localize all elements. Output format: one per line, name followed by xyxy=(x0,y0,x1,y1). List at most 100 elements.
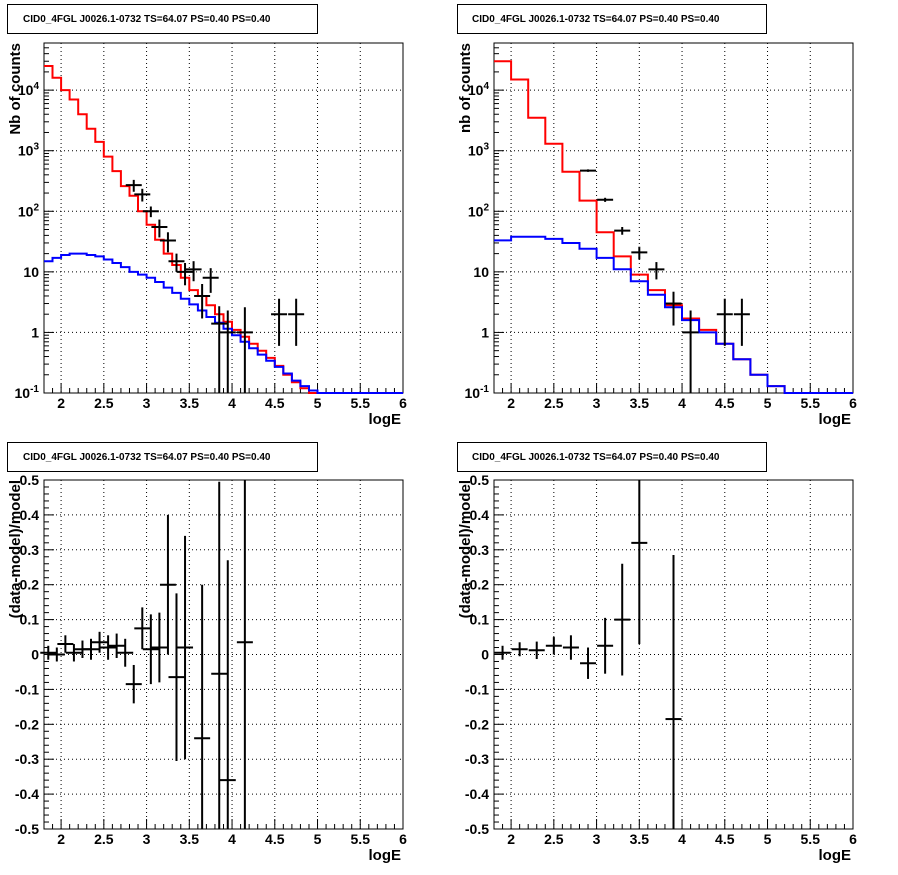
x-tick-label: 5.5 xyxy=(351,831,371,847)
chart-title: CID0_4FGL J0026.1-0732 TS=64.07 PS=0.40 … xyxy=(472,452,720,463)
y-tick-label: -0.3 xyxy=(15,751,39,767)
data-point xyxy=(733,298,750,346)
chart-title: CID0_4FGL J0026.1-0732 TS=64.07 PS=0.40 … xyxy=(23,14,271,25)
y-tick-label: -0.5 xyxy=(465,821,489,837)
data-point xyxy=(597,617,614,674)
data-point xyxy=(57,635,74,653)
y-tick-label: 0.5 xyxy=(470,472,490,488)
x-tick-label: 4.5 xyxy=(715,831,735,847)
x-tick-label: 2.5 xyxy=(94,395,114,411)
y-tick-label: -0.2 xyxy=(465,716,489,732)
y-tick-label: -0.1 xyxy=(465,681,489,697)
data-point xyxy=(665,555,682,829)
data-point xyxy=(142,614,159,685)
data-point xyxy=(91,631,108,653)
x-tick-label: 6 xyxy=(399,395,407,411)
chart-title: CID0_4FGL J0026.1-0732 TS=64.07 PS=0.40 … xyxy=(472,14,720,25)
title-box xyxy=(7,4,318,34)
x-tick-label: 2.5 xyxy=(544,395,564,411)
data-point xyxy=(219,560,236,829)
x-tick-label: 3 xyxy=(143,831,151,847)
data-point xyxy=(125,179,142,192)
x-tick-label: 3 xyxy=(593,831,601,847)
x-tick-label: 3.5 xyxy=(630,831,650,847)
data-point xyxy=(682,310,699,393)
data-point xyxy=(108,633,125,658)
data-point xyxy=(142,206,159,218)
data-point xyxy=(545,637,562,655)
data-point xyxy=(562,635,579,660)
data-point xyxy=(716,298,733,346)
data-point xyxy=(236,307,253,393)
total-model-histogram xyxy=(44,65,403,394)
y-tick-label: 104 xyxy=(18,81,40,98)
data-point xyxy=(631,480,648,645)
plot-frame xyxy=(43,42,404,394)
y-tick-label: 0.2 xyxy=(470,577,490,593)
data-point xyxy=(194,284,211,319)
data-point xyxy=(236,480,253,829)
total-model-histogram xyxy=(494,60,853,394)
y-tick-label: 102 xyxy=(18,202,40,219)
x-tick-label: 4 xyxy=(678,831,686,847)
data-point xyxy=(211,306,228,393)
title-box xyxy=(7,442,318,472)
x-tick-label: 2 xyxy=(57,395,65,411)
x-tick-label: 6 xyxy=(849,395,857,411)
x-tick-label: 2.5 xyxy=(94,831,114,847)
title-box xyxy=(457,4,767,34)
data-point xyxy=(151,612,168,683)
y-axis-label: Nb of counts xyxy=(7,43,24,135)
y-tick-label: 0.1 xyxy=(20,612,40,628)
x-tick-label: 5 xyxy=(764,831,772,847)
y-tick-label: 102 xyxy=(468,202,490,219)
x-tick-label: 2 xyxy=(507,395,515,411)
x-tick-label: 5 xyxy=(314,831,322,847)
chart-panel-3: CID0_4FGL J0026.1-0732 TS=64.07 PS=0.40 … xyxy=(7,442,407,864)
x-tick-label: 4 xyxy=(228,395,236,411)
x-tick-label: 4.5 xyxy=(265,831,285,847)
data-point xyxy=(177,263,194,286)
x-tick-label: 6 xyxy=(399,831,407,847)
source-model-histogram xyxy=(44,252,403,394)
y-tick-label: 0 xyxy=(31,647,39,663)
data-point xyxy=(151,219,168,238)
x-axis-label: logE xyxy=(819,411,852,428)
data-point xyxy=(219,310,236,393)
data-point xyxy=(65,644,82,662)
data-point xyxy=(202,268,219,293)
plot-frame xyxy=(493,42,854,394)
y-axis-label: (data-model)/model xyxy=(457,480,474,618)
data-point xyxy=(194,584,211,829)
chart-panel-2: CID0_4FGL J0026.1-0732 TS=64.07 PS=0.40 … xyxy=(457,4,857,428)
y-tick-label: 104 xyxy=(468,81,490,98)
x-tick-label: 4 xyxy=(228,831,236,847)
data-point xyxy=(528,641,545,660)
data-point xyxy=(168,593,185,761)
data-point xyxy=(511,642,528,657)
source-model-histogram xyxy=(494,235,853,394)
data-point xyxy=(125,664,142,704)
x-axis-label: logE xyxy=(369,411,402,428)
x-tick-label: 5 xyxy=(764,395,772,411)
x-tick-label: 4.5 xyxy=(715,395,735,411)
x-tick-label: 5.5 xyxy=(801,831,821,847)
x-tick-label: 3.5 xyxy=(180,395,200,411)
data-point xyxy=(168,253,185,272)
y-tick-label: 1 xyxy=(31,324,39,340)
data-point xyxy=(211,481,228,829)
data-point xyxy=(100,635,117,660)
data-point xyxy=(40,645,57,660)
data-point xyxy=(117,638,134,667)
y-tick-label: -0.4 xyxy=(465,786,489,802)
data-point xyxy=(665,291,682,326)
data-point xyxy=(614,227,631,235)
data-point xyxy=(580,647,597,679)
y-tick-label: 10 xyxy=(23,264,39,280)
x-tick-label: 4 xyxy=(678,395,686,411)
data-point xyxy=(494,645,511,660)
data-point xyxy=(134,188,151,202)
data-point xyxy=(134,607,151,650)
y-tick-label: 0 xyxy=(481,647,489,663)
chart-title: CID0_4FGL J0026.1-0732 TS=64.07 PS=0.40 … xyxy=(23,452,271,463)
